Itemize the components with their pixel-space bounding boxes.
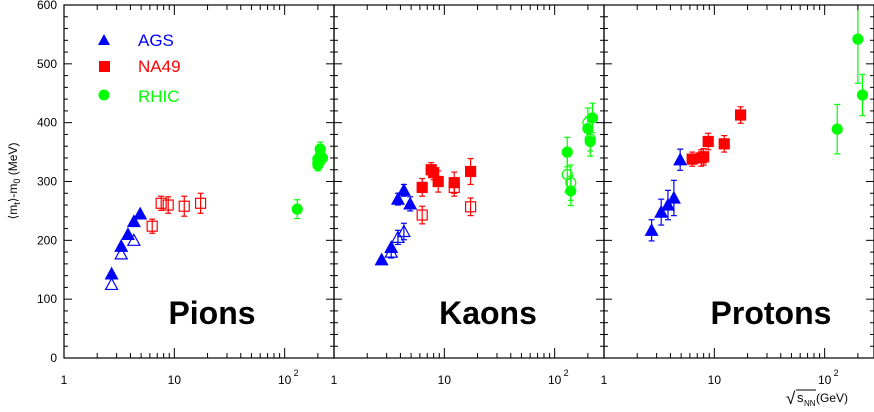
y-tick-label: 300: [37, 175, 57, 189]
x-tick-label: 1: [331, 373, 338, 387]
ags-point: [396, 183, 411, 196]
na49-point: [432, 175, 444, 188]
x-axis-label-sqrt: √: [786, 389, 796, 408]
legend-rhic-marker: [98, 89, 110, 101]
ags-point: [403, 196, 418, 210]
na49-point: [464, 165, 477, 178]
na49-point: [194, 197, 207, 209]
rhic-point: [312, 157, 324, 169]
na49-point: [464, 201, 477, 213]
y-tick-label: 400: [37, 116, 57, 130]
x-axis-ticks: 1 10 10 2 1 10 10 2 1 10 10 2: [61, 5, 859, 387]
y-axis-label: ⟨mt⟩-m0 (MeV): [6, 143, 22, 220]
x-tick-label: 10: [818, 373, 832, 387]
legend: AGS NA49 RHIC: [98, 31, 181, 106]
ags-point: [126, 214, 141, 228]
rhic-point: [565, 177, 577, 189]
na49-point: [734, 109, 747, 121]
x-tick-label: 10: [548, 373, 562, 387]
pions-data-points: [104, 141, 329, 291]
y-axis-ticks: 0 100 200 300 400 500 600: [37, 0, 874, 365]
x-axis-label-sub: NN: [804, 399, 816, 408]
ags-point: [396, 224, 411, 238]
ags-point: [384, 244, 399, 258]
x-tick-label: 10: [708, 373, 722, 387]
na49-point: [702, 135, 714, 148]
legend-na49-label: NA49: [138, 57, 181, 76]
na49-point: [718, 138, 730, 150]
na49-point: [162, 199, 174, 211]
na49-point: [146, 220, 158, 232]
rhic-point: [831, 123, 843, 135]
y-tick-label: 500: [37, 57, 57, 71]
legend-ags-label: AGS: [138, 31, 174, 50]
kaons-panel-label: Kaons: [439, 295, 537, 331]
rhic-point: [856, 89, 869, 101]
legend-na49-marker: [99, 61, 110, 72]
rhic-point: [291, 203, 303, 215]
x-tick-label: 10: [438, 373, 452, 387]
rhic-point: [584, 133, 596, 145]
rhic-point: [561, 146, 573, 158]
x-tick-label: 1: [61, 373, 68, 387]
protons-data-points: [644, 5, 869, 242]
x-axis-label-unit: (GeV): [816, 391, 848, 405]
ags-point: [126, 233, 141, 246]
x-tick-label: 10: [168, 373, 182, 387]
na49-point: [416, 181, 428, 193]
na49-point: [448, 181, 460, 193]
ags-point: [133, 206, 148, 220]
ags-point: [114, 238, 129, 252]
x-tick-label-exponent: 2: [294, 368, 299, 378]
y-tick-label: 0: [50, 351, 57, 365]
x-tick-label-exponent: 2: [834, 368, 839, 378]
ags-point: [114, 246, 129, 260]
ags-point: [120, 227, 135, 241]
panel-protons: Protons: [644, 5, 869, 331]
ags-point: [104, 277, 119, 291]
x-tick-label: 1: [601, 373, 608, 387]
ags-point: [654, 204, 669, 218]
ags-point: [666, 190, 681, 204]
na49-point: [178, 200, 190, 212]
x-axis-label: √ s NN (GeV): [786, 389, 848, 408]
y-tick-label: 200: [37, 233, 57, 247]
legend-ags-marker: [98, 34, 110, 45]
ags-point: [374, 252, 389, 266]
x-tick-label: 10: [278, 373, 292, 387]
panel-pions: Pions: [104, 141, 329, 331]
protons-panel-label: Protons: [711, 295, 832, 331]
na49-point: [416, 209, 428, 221]
panel-kaons: Kaons: [374, 102, 599, 331]
ags-point: [673, 152, 688, 166]
x-tick-label-exponent: 2: [564, 368, 569, 378]
ags-point: [660, 197, 675, 211]
rhic-point: [852, 33, 864, 45]
legend-rhic-label: RHIC: [138, 87, 180, 106]
x-axis-label-s: s: [797, 390, 804, 405]
na49-point: [698, 151, 710, 163]
ags-point: [644, 223, 659, 236]
y-tick-label: 100: [37, 292, 57, 306]
na49-point: [155, 197, 167, 209]
y-tick-label: 600: [37, 0, 57, 12]
kaons-data-points: [374, 102, 599, 266]
ags-point: [390, 191, 405, 205]
pions-panel-label: Pions: [168, 295, 255, 331]
